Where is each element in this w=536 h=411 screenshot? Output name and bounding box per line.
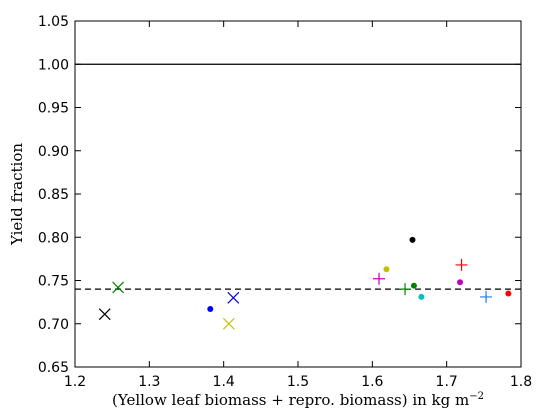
x-label-sup: −2 — [469, 391, 484, 402]
x-tick-label: 1.3 — [138, 374, 160, 390]
x-tick-label: 1.4 — [213, 374, 235, 390]
x-tick-label: 1.2 — [64, 374, 86, 390]
x-tick-label: 1.7 — [436, 374, 458, 390]
point — [410, 282, 417, 289]
point — [505, 290, 512, 297]
y-tick-label: 1.05 — [38, 14, 69, 30]
point — [98, 308, 111, 321]
point — [399, 283, 412, 296]
point — [373, 272, 386, 285]
plot-frame — [74, 20, 522, 368]
y-tick-label: 0.90 — [38, 144, 69, 160]
y-tick-label: 0.75 — [38, 274, 69, 290]
x-tick-label: 1.5 — [287, 374, 309, 390]
y-axis-label: Yield fraction — [8, 143, 26, 246]
y-tick-label: 0.95 — [38, 101, 69, 117]
x-axis-label: (Yellow leaf biomass + repro. biomass) i… — [112, 391, 484, 409]
point — [383, 266, 390, 273]
y-tick-label: 1.00 — [38, 57, 69, 73]
y-tick-label: 0.65 — [38, 360, 69, 376]
point — [480, 290, 493, 303]
point — [207, 306, 214, 313]
x-tick-label: 1.6 — [361, 374, 383, 390]
y-tick-label: 0.70 — [38, 317, 69, 333]
point — [455, 258, 468, 271]
point — [112, 281, 125, 294]
point — [409, 236, 416, 243]
x-label-text: (Yellow leaf biomass + repro. biomass) i… — [112, 391, 469, 409]
x-tick-label: 1.8 — [510, 374, 532, 390]
y-tick-label: 0.85 — [38, 187, 69, 203]
y-tick-label: 0.80 — [38, 230, 69, 246]
point — [418, 293, 425, 300]
point — [227, 291, 240, 304]
point — [222, 317, 235, 330]
point — [457, 279, 464, 286]
